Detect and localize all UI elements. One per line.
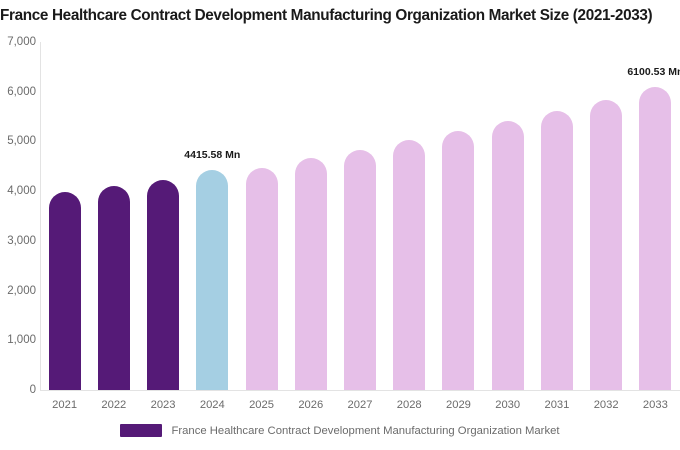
x-axis-tick-label: 2027: [347, 399, 373, 411]
bar-2022[interactable]: [97, 186, 130, 390]
y-axis-tick-label: 2,000: [7, 284, 36, 297]
bar-slot: [639, 42, 672, 390]
chart-legend[interactable]: France Healthcare Contract Development M…: [0, 424, 680, 437]
x-axis-tick-label: 2025: [249, 399, 274, 411]
bar-2033[interactable]: [639, 86, 672, 390]
legend-swatch: [120, 424, 163, 437]
bar-slot: [590, 42, 623, 390]
bar-slot: [540, 42, 573, 390]
bar-2028[interactable]: [393, 139, 426, 390]
y-axis: 7,000 6,000 5,000 4,000 3,000 2,000 1,000 0: [0, 0, 36, 450]
x-axis-tick-label: 2030: [495, 399, 521, 411]
x-axis-tick-label: 2022: [101, 399, 127, 411]
bar-value-label-2033: 6100.53 Mn: [627, 65, 680, 78]
x-axis-tick-label: 2021: [52, 399, 78, 411]
x-axis-line: [40, 390, 680, 391]
legend-label: France Healthcare Contract Development M…: [171, 424, 560, 437]
bar-2031[interactable]: [540, 111, 573, 390]
y-axis-tick-label: 4,000: [7, 185, 36, 198]
x-axis-tick-label: 2028: [396, 399, 422, 411]
x-axis-tick-label: 2023: [150, 399, 176, 411]
y-axis-tick-label: 5,000: [7, 135, 36, 148]
bar-slot: [97, 42, 130, 390]
x-axis-tick-label: 2026: [298, 399, 324, 411]
bar-slot: [48, 42, 81, 390]
y-axis-tick-label: 7,000: [7, 36, 36, 48]
bar-2032[interactable]: [590, 99, 623, 390]
x-axis-tick-label: 2024: [199, 399, 225, 411]
bar-slot: [294, 42, 327, 390]
y-axis-line: [40, 42, 41, 391]
y-axis-tick-label: 0: [29, 384, 36, 396]
bar-slot: [196, 42, 229, 390]
bar-2030[interactable]: [491, 121, 524, 390]
chart-title: France Healthcare Contract Development M…: [0, 7, 653, 24]
y-axis-tick-label: 6,000: [7, 85, 36, 98]
x-axis-tick-label: 2029: [446, 399, 471, 411]
x-axis-tick-label: 2031: [544, 399, 570, 411]
bar-2025[interactable]: [245, 167, 278, 390]
bar-2021[interactable]: [48, 192, 81, 390]
bar-2023[interactable]: [147, 179, 180, 390]
bar-slot: [147, 42, 180, 390]
plot-area: [40, 42, 680, 390]
bar-slot: [393, 42, 426, 390]
bar-2024[interactable]: [196, 170, 229, 390]
bar-slot: [491, 42, 524, 390]
bar-2029[interactable]: [442, 130, 475, 390]
y-axis-tick-label: 1,000: [7, 334, 36, 347]
bar-slot: [344, 42, 376, 390]
bar-slot: [442, 42, 475, 390]
bar-2027[interactable]: [344, 149, 376, 390]
x-axis-tick-label: 2033: [642, 399, 668, 411]
y-axis-tick-label: 3,000: [7, 234, 36, 247]
x-axis-tick-label: 2032: [593, 399, 619, 411]
bar-2026[interactable]: [294, 158, 327, 390]
bar-value-label-2024: 4415.58 Mn: [184, 149, 241, 162]
bar-slot: [245, 42, 278, 390]
